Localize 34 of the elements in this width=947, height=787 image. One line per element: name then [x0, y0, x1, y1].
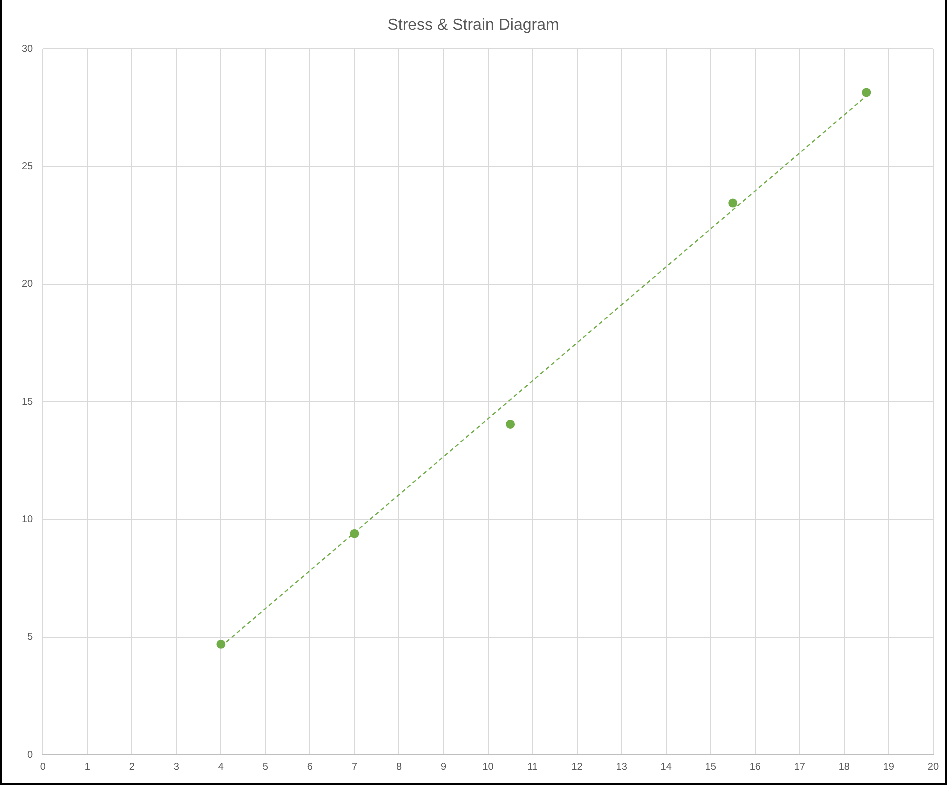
x-tick-label: 1 [84, 762, 91, 773]
x-tick-label: 14 [660, 762, 672, 773]
chart-title: Stress & Strain Diagram [388, 17, 560, 34]
x-tick-label: 8 [396, 762, 402, 773]
x-tick-label: 13 [616, 762, 628, 773]
y-tick-label: 30 [22, 44, 34, 55]
x-tick-label: 2 [129, 762, 136, 773]
y-tick-label: 15 [22, 396, 34, 408]
x-tick-label: 4 [218, 762, 224, 773]
y-tick-label: 20 [22, 279, 34, 290]
point [862, 88, 872, 98]
y-tick-label: 10 [22, 514, 34, 526]
x-tick-label: 11 [528, 762, 538, 773]
x-tick-label: 6 [307, 762, 314, 773]
x-tick-label: 20 [928, 762, 940, 773]
y-tick-label: 0 [28, 750, 34, 761]
x-tick-label: 12 [572, 762, 584, 773]
x-tick-label: 16 [750, 762, 762, 773]
x-tick-label: 19 [883, 762, 895, 773]
x-tick-label: 10 [482, 762, 494, 773]
x-tick-label: 7 [352, 762, 358, 773]
x-tick-label: 0 [40, 762, 46, 773]
x-tick-label: 9 [440, 762, 447, 773]
y-tick-label: 5 [28, 632, 34, 644]
x-tick-label: 18 [838, 762, 850, 773]
x-tick-label: 5 [262, 762, 269, 773]
x-tick-label: 3 [174, 762, 180, 773]
x-tick-label: 17 [794, 762, 806, 773]
point [350, 529, 360, 538]
x-tick-label: 15 [705, 762, 717, 773]
point [216, 640, 226, 649]
point [728, 198, 738, 208]
point [506, 420, 516, 429]
y-tick-label: 25 [22, 162, 34, 173]
